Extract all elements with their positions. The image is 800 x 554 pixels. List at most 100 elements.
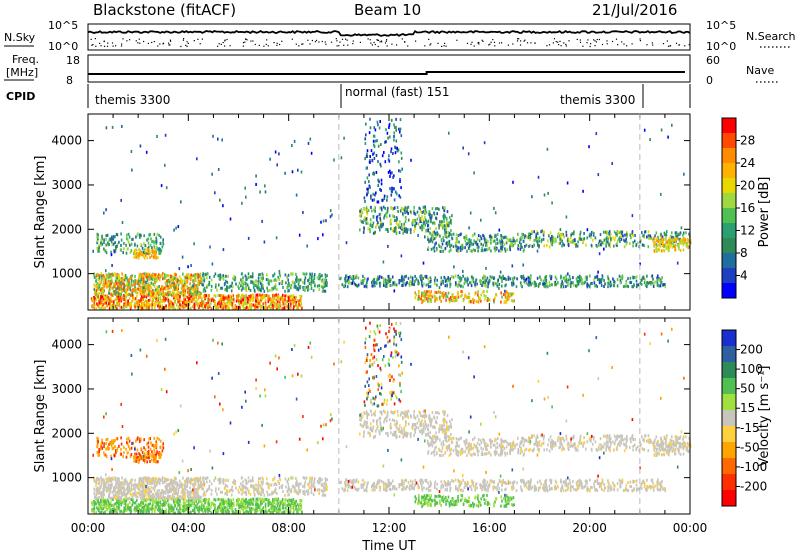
power-echo [192, 279, 194, 283]
power-echo [202, 272, 204, 276]
power-echo [234, 278, 237, 282]
power-echo [367, 191, 369, 194]
power-echo [678, 247, 680, 251]
noise-search-dot [559, 40, 561, 42]
noise-search-dot [298, 45, 300, 47]
power-echo [535, 232, 537, 236]
power-echo [180, 278, 182, 282]
power-echo [550, 241, 552, 245]
power-echo [677, 237, 679, 241]
power-echo [363, 277, 366, 281]
power-echo [295, 300, 297, 304]
power-echo [120, 285, 122, 289]
noise-search-dot [471, 41, 473, 43]
power-echo [369, 117, 371, 121]
power-echo [172, 302, 174, 306]
power-echo [366, 210, 368, 214]
noise-search-dot [558, 44, 560, 46]
power-echo [139, 281, 142, 285]
power-echo [549, 274, 551, 278]
power-echo [160, 285, 163, 289]
power-echo [155, 236, 157, 240]
velocity-echo [92, 509, 94, 513]
power-echo [386, 209, 389, 213]
noise-search-dot [626, 45, 628, 47]
power-echo [219, 274, 222, 278]
power-echo [462, 246, 464, 250]
power-echo [373, 134, 376, 138]
noise-search-dot [548, 44, 551, 46]
power-echo [520, 275, 523, 278]
power-echo [577, 282, 580, 286]
velocity-echo [172, 507, 175, 511]
noise-search-dot [338, 45, 340, 47]
power-echo [292, 301, 294, 305]
power-echo [134, 297, 137, 301]
power-echo [272, 303, 274, 307]
power-echo [642, 234, 644, 238]
power-echo [443, 220, 445, 224]
power-echo [128, 281, 130, 285]
power-echo [583, 237, 586, 241]
power-echo [591, 281, 593, 285]
power-echo [365, 155, 368, 158]
power-echo [189, 282, 191, 286]
power-echo [226, 280, 229, 284]
power-echo [442, 206, 444, 210]
power-echo [367, 227, 369, 231]
power-echo [407, 276, 410, 280]
power-echo [609, 245, 611, 249]
power-echo [391, 229, 394, 233]
noise-search-dot [224, 39, 226, 41]
power-echo [126, 282, 129, 286]
power-echo [380, 164, 382, 168]
power-echo [244, 274, 247, 278]
power-echo [600, 278, 603, 281]
power-echo [404, 229, 406, 233]
power-echo [524, 244, 526, 248]
power-echo [505, 235, 507, 239]
power-echo [393, 123, 395, 127]
noise-search-dot [494, 45, 496, 47]
power-echo [512, 299, 514, 303]
power-echo [158, 251, 160, 255]
power-echo [218, 283, 220, 287]
power-echo [144, 288, 147, 292]
power-echo [413, 211, 415, 215]
noise-search-dot [621, 41, 623, 43]
power-echo [194, 277, 196, 280]
power-echo [374, 284, 376, 288]
power-echo [260, 289, 262, 293]
power-echo [157, 256, 159, 260]
power-echo [240, 288, 243, 292]
noise-search-dot [534, 42, 536, 44]
power-echo [445, 231, 447, 235]
power-echo [263, 295, 266, 299]
power-echo [177, 305, 180, 309]
power-echo [609, 233, 612, 237]
power-echo [103, 295, 106, 299]
power-echo [161, 304, 164, 308]
power-echo [212, 134, 214, 138]
power-echo [524, 234, 526, 238]
power-echo [631, 285, 633, 289]
power-echo [247, 297, 250, 301]
power-echo [386, 198, 388, 202]
noise-search-dot [576, 38, 578, 40]
power-echo [172, 306, 175, 310]
power-echo [419, 207, 421, 211]
power-echo [259, 282, 262, 285]
power-echo [388, 283, 391, 287]
power-echo [146, 256, 148, 260]
power-echo [187, 291, 189, 295]
power-echo [259, 304, 261, 308]
power-echo [456, 240, 459, 244]
power-echo [151, 240, 153, 243]
power-echo [346, 279, 348, 283]
power-echo [511, 277, 514, 281]
power-echo [111, 243, 114, 247]
power-echo [537, 284, 540, 288]
power-echo [597, 173, 600, 177]
power-echo [449, 278, 451, 282]
